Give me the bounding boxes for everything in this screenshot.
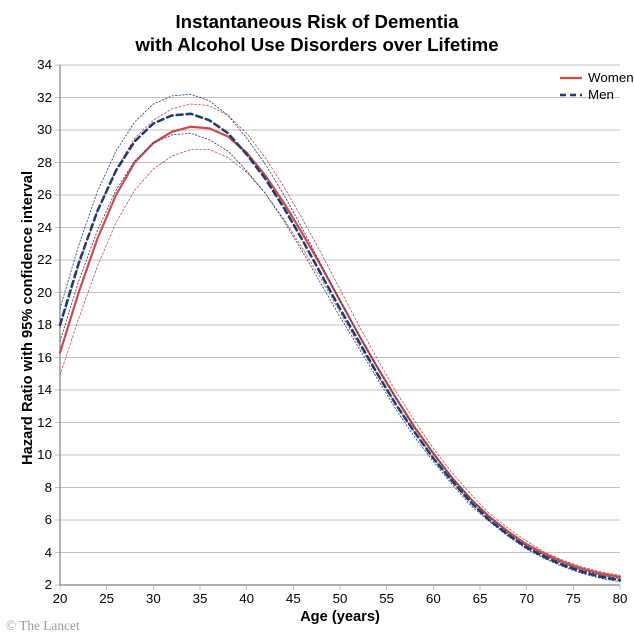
x-tick-label: 50 <box>330 591 350 606</box>
y-tick-label: 4 <box>45 545 52 560</box>
x-tick-label: 70 <box>517 591 537 606</box>
x-tick-label: 35 <box>190 591 210 606</box>
chart-plot-area <box>0 0 634 638</box>
x-tick-label: 65 <box>470 591 490 606</box>
y-tick-label: 32 <box>37 90 52 105</box>
legend-item: Men <box>560 87 634 102</box>
y-tick-label: 6 <box>45 512 52 527</box>
y-tick-label: 16 <box>37 350 52 365</box>
y-tick-label: 18 <box>37 317 52 332</box>
x-tick-label: 20 <box>50 591 70 606</box>
y-tick-label: 10 <box>37 447 52 462</box>
y-tick-label: 8 <box>45 480 52 495</box>
x-tick-label: 55 <box>377 591 397 606</box>
y-tick-label: 26 <box>37 187 52 202</box>
x-tick-label: 75 <box>563 591 583 606</box>
y-tick-label: 12 <box>37 415 52 430</box>
y-tick-label: 24 <box>37 220 52 235</box>
legend: Women Men <box>560 70 634 104</box>
x-axis-label: Age (years) <box>60 609 620 625</box>
x-tick-label: 80 <box>610 591 630 606</box>
x-tick-label: 25 <box>97 591 117 606</box>
x-tick-label: 45 <box>283 591 303 606</box>
y-axis-label: Hazard Ratio with 95% confidence interva… <box>20 171 36 465</box>
y-tick-label: 22 <box>37 252 52 267</box>
x-tick-label: 60 <box>423 591 443 606</box>
x-tick-label: 30 <box>143 591 163 606</box>
y-tick-label: 34 <box>37 57 52 72</box>
legend-swatch <box>560 73 582 83</box>
x-tick-label: 40 <box>237 591 257 606</box>
y-tick-label: 20 <box>37 285 52 300</box>
y-tick-label: 14 <box>37 382 52 397</box>
legend-label: Men <box>588 87 614 102</box>
source-credit: © The Lancet <box>6 618 80 634</box>
legend-item: Women <box>560 70 634 85</box>
y-tick-label: 2 <box>45 577 52 592</box>
y-tick-label: 30 <box>37 122 52 137</box>
y-tick-label: 28 <box>37 155 52 170</box>
legend-swatch <box>560 90 582 100</box>
legend-label: Women <box>588 70 634 85</box>
